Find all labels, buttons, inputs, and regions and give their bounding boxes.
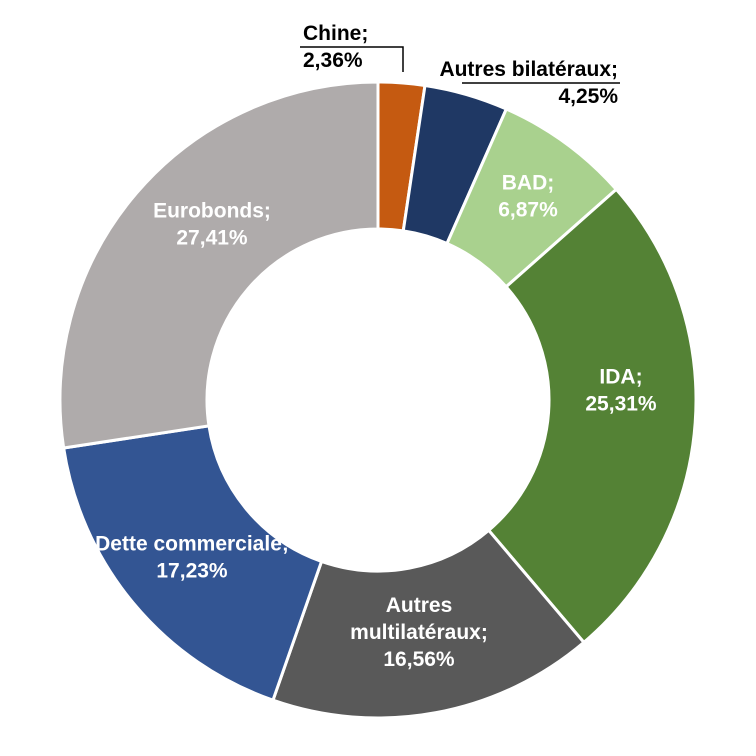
label-autres-multilateraux: Autres multilatéraux; 16,56%: [350, 594, 488, 671]
slice-autres-multilateraux: [271, 528, 586, 720]
leader-line-chine: [300, 46, 404, 72]
label-line: 6,87%: [498, 199, 558, 222]
label-bad: BAD; 6,87%: [498, 172, 558, 222]
slice-eurobonds: [58, 80, 380, 450]
label-ida: IDA; 25,31%: [585, 366, 657, 416]
callout-label-chine-line1: Chine;: [303, 22, 368, 45]
label-line: Eurobonds;: [153, 200, 271, 223]
callout-label-autres-bilateraux-line1: Autres bilatéraux;: [439, 58, 618, 81]
slice-dette-commerciale: [61, 424, 324, 703]
label-line: 16,56%: [383, 648, 455, 671]
label-line: 25,31%: [585, 393, 657, 416]
label-line: Dette commerciale;: [95, 533, 289, 556]
callout-label-autres-bilateraux-line2: 4,25%: [558, 85, 618, 108]
label-dette-commerciale: Dette commerciale; 17,23%: [95, 533, 289, 583]
label-line: BAD;: [502, 172, 555, 195]
label-line: multilatéraux;: [350, 621, 488, 644]
slice-ida: [486, 187, 698, 645]
callout-label-chine-line2: 2,36%: [303, 49, 363, 72]
label-line: 27,41%: [176, 227, 248, 250]
label-line: IDA;: [599, 366, 642, 389]
label-eurobonds: Eurobonds; 27,41%: [153, 200, 271, 250]
label-line: 17,23%: [156, 560, 228, 583]
label-line: Autres: [386, 594, 453, 617]
